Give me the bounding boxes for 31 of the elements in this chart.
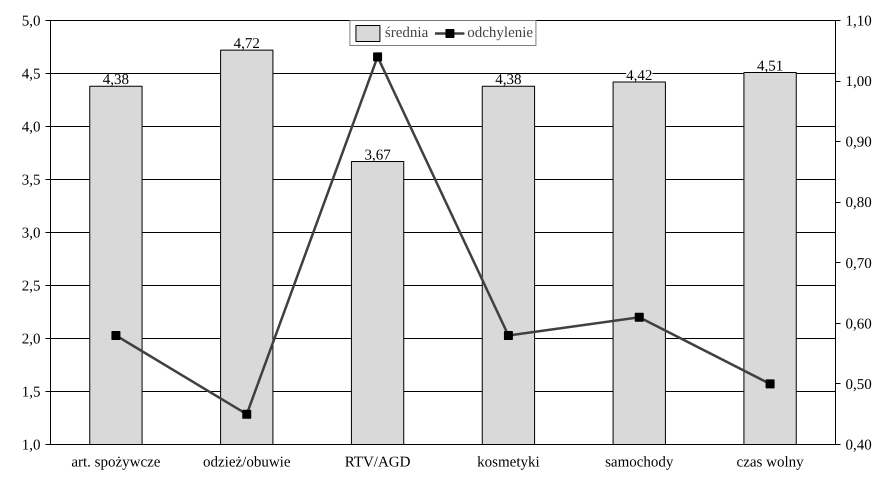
x-tick-label: kosmetyki (477, 454, 540, 470)
x-tick-label: odzież/obuwie (203, 454, 291, 470)
data-label: 4,51 (756, 58, 784, 74)
y-tick-label: 2,0 (22, 332, 40, 348)
y2-tick-label: 1,00 (846, 74, 872, 90)
y-tick-label: 4,5 (22, 66, 40, 82)
y2-tick-label: 0,60 (846, 316, 872, 332)
data-label: 4,72 (234, 36, 260, 52)
y2-tick-label: 0,70 (846, 256, 872, 272)
legend-label: odchylenie (467, 24, 534, 42)
x-tick-label: czas wolny (736, 454, 804, 470)
y2-tick-label: 0,40 (846, 438, 872, 454)
y-tick-label: 2,5 (22, 278, 40, 294)
data-label: 4,38 (102, 72, 130, 88)
y-tick-label: 5,0 (22, 14, 40, 30)
data-label: 3,67 (364, 147, 392, 164)
x-tick-label: RTV/AGD (344, 454, 411, 470)
y-tick-label: 1,5 (22, 384, 40, 400)
y-tick-label: 3,0 (22, 226, 40, 242)
y2-tick-label: 0,50 (846, 376, 872, 393)
y2-tick-label: 0,90 (846, 134, 872, 151)
y-tick-label: 3,5 (22, 172, 40, 188)
data-label: 4,38 (495, 72, 522, 88)
x-tick-label: art. spożywcze (71, 454, 161, 470)
y-tick-label: 4,0 (22, 120, 40, 136)
legend-label: średnia (384, 24, 428, 42)
data-label: 4,42 (626, 68, 652, 84)
y2-tick-label: 1,10 (846, 14, 872, 30)
x-tick-label: samochody (605, 454, 674, 470)
y2-tick-label: 0,80 (846, 195, 872, 212)
y-tick-label: 1,0 (22, 438, 40, 454)
